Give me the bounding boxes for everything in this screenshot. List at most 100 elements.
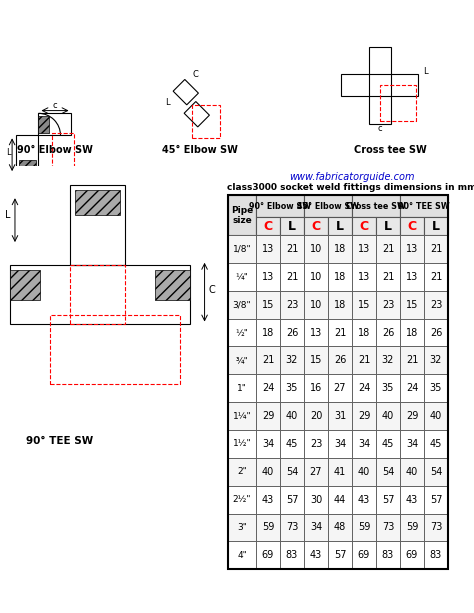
Text: L: L bbox=[384, 219, 392, 233]
Bar bbox=[280, 346, 304, 375]
Bar bbox=[10, 265, 190, 324]
Text: 31: 31 bbox=[334, 411, 346, 421]
Bar bbox=[376, 346, 400, 375]
Text: 45° Elbow SW: 45° Elbow SW bbox=[297, 202, 359, 211]
Text: 45: 45 bbox=[430, 439, 442, 449]
Text: 73: 73 bbox=[286, 522, 298, 533]
Bar bbox=[256, 291, 280, 319]
Text: 83: 83 bbox=[382, 550, 394, 560]
Bar bbox=[280, 514, 304, 541]
Text: L: L bbox=[5, 210, 11, 220]
Text: 57: 57 bbox=[382, 495, 394, 504]
Text: 10: 10 bbox=[310, 272, 322, 282]
Bar bbox=[256, 458, 280, 485]
Text: 23: 23 bbox=[382, 300, 394, 310]
Text: 32: 32 bbox=[382, 356, 394, 365]
Text: ½": ½" bbox=[236, 328, 248, 337]
Text: 34: 34 bbox=[262, 439, 274, 449]
Bar bbox=[280, 235, 304, 263]
Bar bbox=[400, 217, 424, 235]
Text: C: C bbox=[192, 70, 198, 79]
Text: 35: 35 bbox=[286, 383, 298, 394]
Bar bbox=[424, 319, 448, 346]
Bar bbox=[256, 217, 280, 235]
Bar bbox=[400, 514, 424, 541]
Text: 21: 21 bbox=[286, 244, 298, 254]
Text: 21: 21 bbox=[382, 272, 394, 282]
Text: 29: 29 bbox=[358, 411, 370, 421]
Text: 30: 30 bbox=[310, 495, 322, 504]
Text: C: C bbox=[359, 219, 369, 233]
Bar bbox=[424, 458, 448, 485]
Text: 83: 83 bbox=[430, 550, 442, 560]
Text: 59: 59 bbox=[262, 522, 274, 533]
Bar bbox=[400, 541, 424, 569]
Bar bbox=[400, 458, 424, 485]
Bar bbox=[352, 235, 376, 263]
Bar bbox=[304, 235, 328, 263]
Text: 69: 69 bbox=[262, 550, 274, 560]
Bar bbox=[70, 185, 125, 265]
Bar bbox=[184, 102, 210, 127]
Bar bbox=[10, 270, 40, 300]
Bar bbox=[50, 314, 180, 384]
Bar bbox=[400, 375, 424, 402]
Bar bbox=[328, 402, 352, 430]
Text: 10: 10 bbox=[310, 300, 322, 310]
Text: 57: 57 bbox=[334, 550, 346, 560]
Bar bbox=[228, 319, 256, 346]
Text: 3": 3" bbox=[237, 523, 247, 532]
Text: 13: 13 bbox=[358, 272, 370, 282]
Text: 2½": 2½" bbox=[233, 495, 251, 504]
Bar bbox=[400, 263, 424, 291]
Text: 13: 13 bbox=[310, 327, 322, 338]
Bar bbox=[304, 458, 328, 485]
Bar bbox=[280, 263, 304, 291]
Text: 35: 35 bbox=[382, 383, 394, 394]
Bar bbox=[328, 375, 352, 402]
Bar bbox=[52, 132, 74, 169]
Text: 23: 23 bbox=[310, 439, 322, 449]
Bar bbox=[280, 458, 304, 485]
Bar bbox=[228, 196, 256, 235]
Text: ¾": ¾" bbox=[236, 356, 248, 365]
Text: 24: 24 bbox=[358, 383, 370, 394]
Bar bbox=[70, 265, 125, 324]
Text: 54: 54 bbox=[286, 466, 298, 477]
Bar bbox=[304, 346, 328, 375]
Bar bbox=[376, 263, 400, 291]
Bar bbox=[256, 263, 280, 291]
Text: 43: 43 bbox=[262, 495, 274, 504]
Bar bbox=[304, 217, 328, 235]
Text: 15: 15 bbox=[358, 300, 370, 310]
Bar bbox=[256, 235, 280, 263]
Bar bbox=[424, 485, 448, 514]
Text: 1": 1" bbox=[237, 384, 247, 393]
Text: 13: 13 bbox=[406, 244, 418, 254]
Text: L: L bbox=[336, 219, 344, 233]
Text: L: L bbox=[165, 98, 170, 107]
Bar bbox=[304, 430, 328, 458]
Text: www.fabricatorguide.com: www.fabricatorguide.com bbox=[289, 172, 415, 183]
Bar bbox=[328, 430, 352, 458]
Bar bbox=[304, 319, 328, 346]
Text: Cross tee SW: Cross tee SW bbox=[346, 202, 406, 211]
Text: 90° TEE SW: 90° TEE SW bbox=[398, 202, 450, 211]
Text: 43: 43 bbox=[406, 495, 418, 504]
Bar bbox=[228, 402, 256, 430]
Bar bbox=[328, 458, 352, 485]
Bar bbox=[424, 514, 448, 541]
Text: 24: 24 bbox=[262, 383, 274, 394]
Text: 45: 45 bbox=[382, 439, 394, 449]
Text: 1/8": 1/8" bbox=[233, 245, 251, 254]
Bar bbox=[304, 541, 328, 569]
Bar bbox=[328, 319, 352, 346]
Bar bbox=[228, 235, 256, 263]
Bar bbox=[38, 113, 72, 135]
Bar bbox=[256, 430, 280, 458]
Text: 15: 15 bbox=[310, 356, 322, 365]
Text: 43: 43 bbox=[358, 495, 370, 504]
Text: 54: 54 bbox=[430, 466, 442, 477]
Bar bbox=[304, 485, 328, 514]
Text: class3000 socket weld fittings dimensions in mm: class3000 socket weld fittings dimension… bbox=[227, 183, 474, 192]
